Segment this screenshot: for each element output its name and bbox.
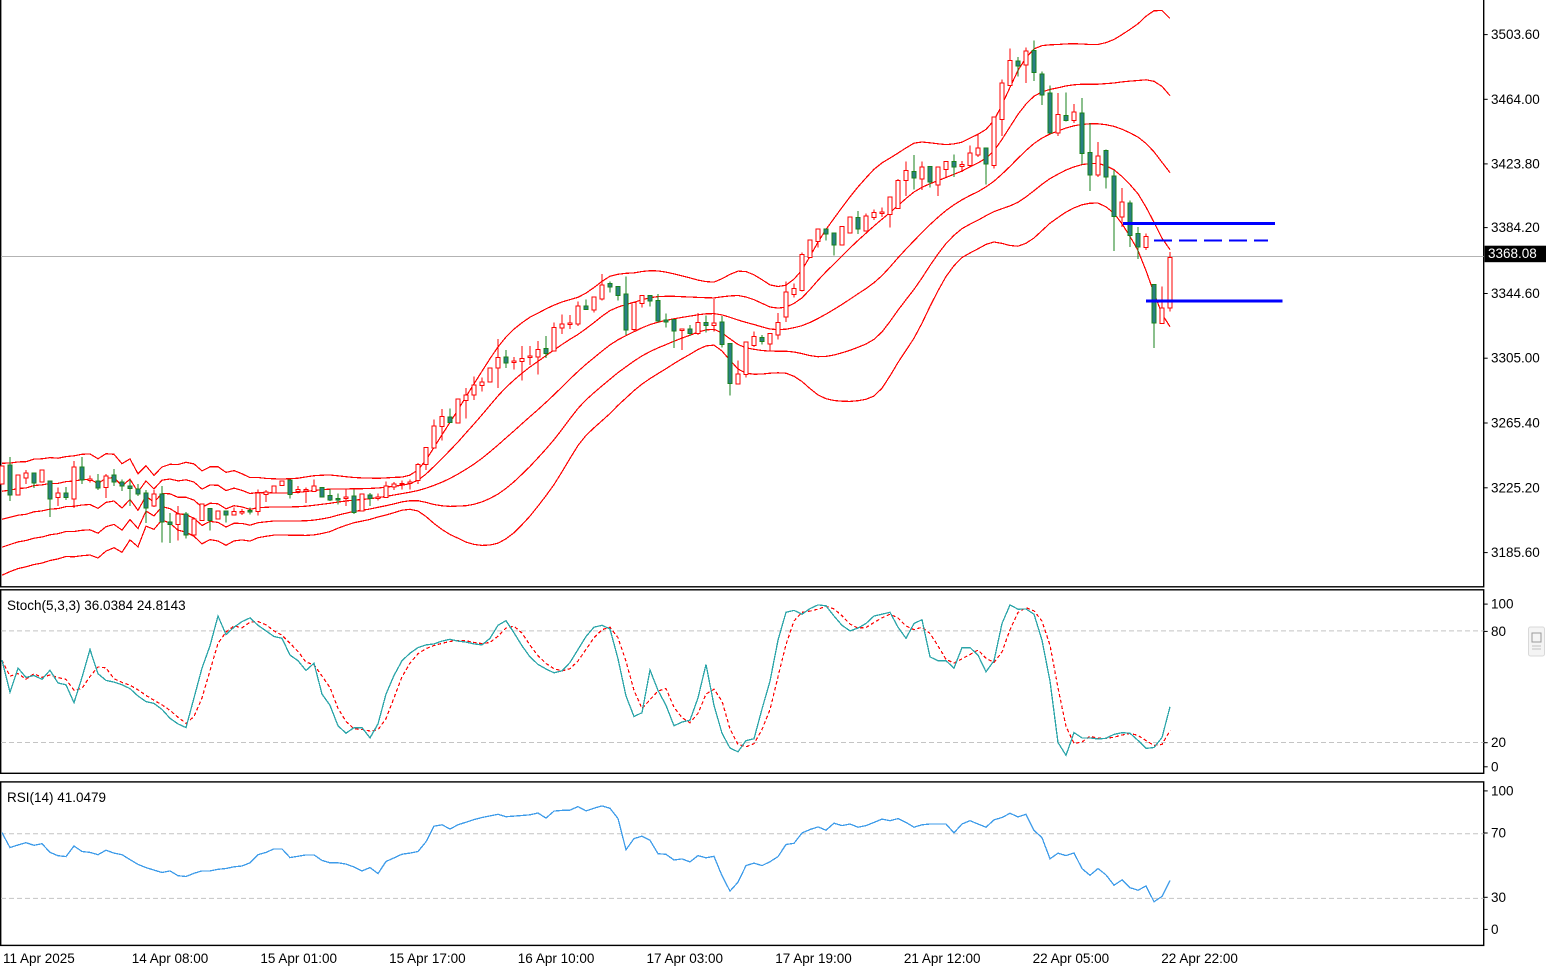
svg-text:3464.00: 3464.00 — [1491, 92, 1540, 107]
svg-text:21 Apr 12:00: 21 Apr 12:00 — [904, 951, 981, 966]
svg-text:Stoch(5,3,3) 36.0384 24.8143: Stoch(5,3,3) 36.0384 24.8143 — [7, 598, 186, 613]
svg-text:16 Apr 10:00: 16 Apr 10:00 — [518, 951, 595, 966]
svg-text:100: 100 — [1491, 783, 1514, 798]
svg-text:30: 30 — [1491, 890, 1506, 905]
svg-text:3185.60: 3185.60 — [1491, 545, 1540, 560]
svg-text:3384.20: 3384.20 — [1491, 220, 1540, 235]
svg-text:3368.08: 3368.08 — [1488, 246, 1537, 261]
svg-text:22 Apr 22:00: 22 Apr 22:00 — [1161, 951, 1238, 966]
svg-text:17 Apr 19:00: 17 Apr 19:00 — [775, 951, 852, 966]
svg-text:80: 80 — [1491, 624, 1506, 639]
svg-text:15 Apr 17:00: 15 Apr 17:00 — [389, 951, 466, 966]
svg-text:3503.60: 3503.60 — [1491, 27, 1540, 42]
svg-text:11 Apr 2025: 11 Apr 2025 — [3, 951, 75, 966]
svg-text:3344.60: 3344.60 — [1491, 286, 1540, 301]
svg-text:14 Apr 08:00: 14 Apr 08:00 — [132, 951, 209, 966]
svg-text:3423.80: 3423.80 — [1491, 156, 1540, 171]
svg-text:0: 0 — [1491, 759, 1499, 774]
svg-text:70: 70 — [1491, 826, 1506, 841]
svg-text:22 Apr 05:00: 22 Apr 05:00 — [1033, 951, 1110, 966]
svg-text:3305.00: 3305.00 — [1491, 351, 1540, 366]
svg-text:3265.40: 3265.40 — [1491, 416, 1540, 431]
svg-text:20: 20 — [1491, 735, 1506, 750]
svg-text:15 Apr 01:00: 15 Apr 01:00 — [260, 951, 337, 966]
svg-text:17 Apr 03:00: 17 Apr 03:00 — [647, 951, 724, 966]
svg-text:100: 100 — [1491, 597, 1514, 612]
svg-text:3225.20: 3225.20 — [1491, 480, 1540, 495]
svg-text:0: 0 — [1491, 922, 1499, 937]
svg-text:RSI(14) 41.0479: RSI(14) 41.0479 — [7, 790, 106, 805]
